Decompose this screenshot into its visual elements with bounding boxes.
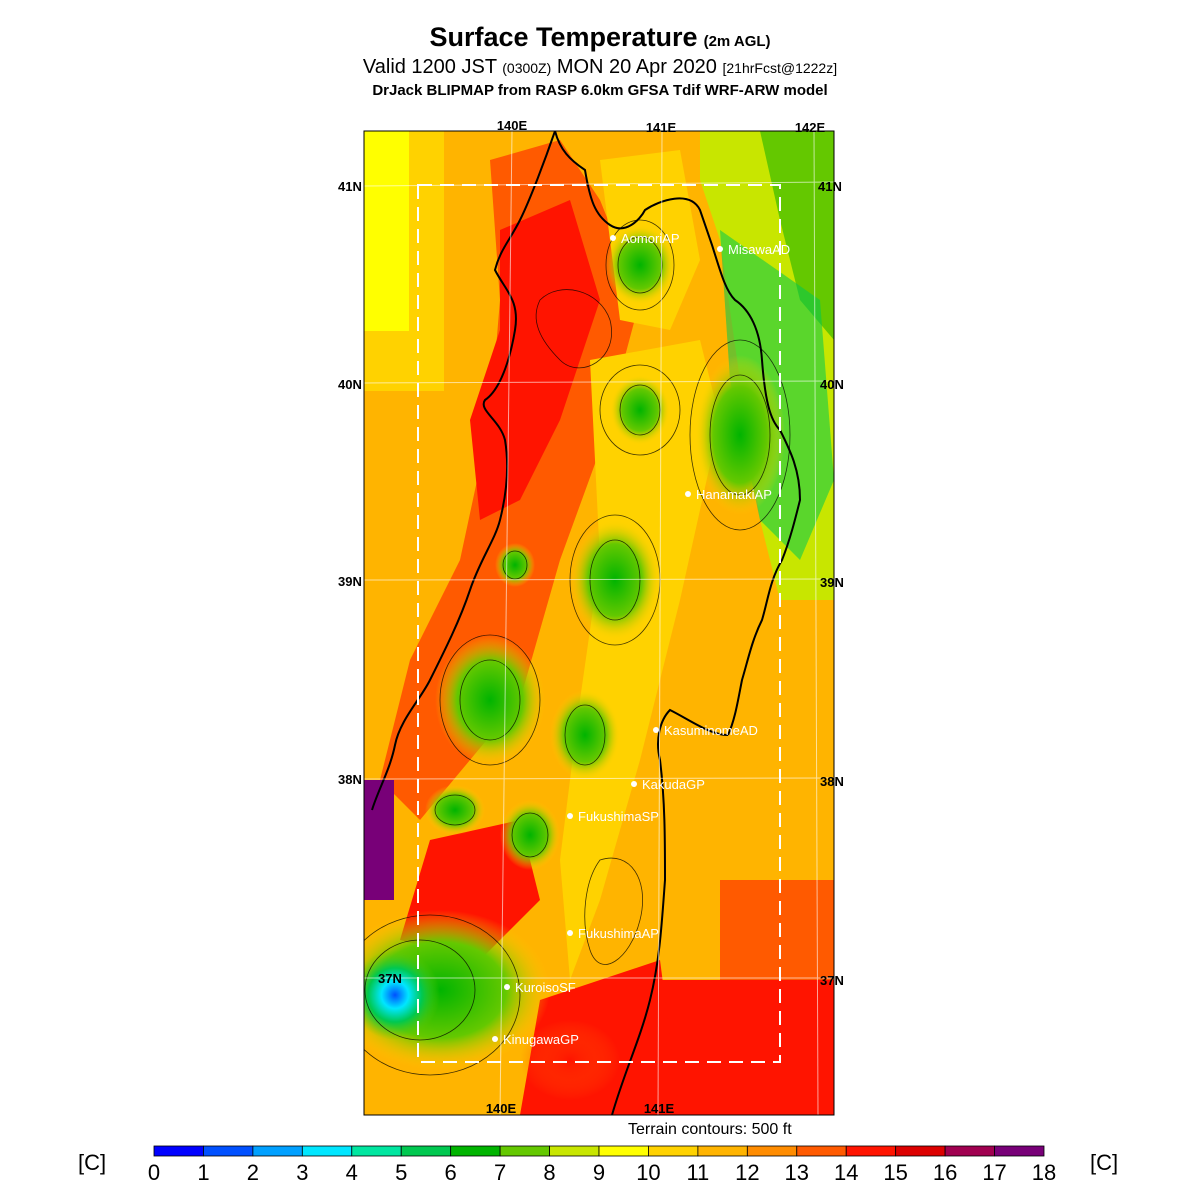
- colorbar-tick-label: 14: [834, 1160, 858, 1185]
- title-suffix: (2m AGL): [703, 33, 771, 50]
- terrain-note: Terrain contours: 500 ft: [628, 1121, 792, 1138]
- lat-label-41-left: 41N: [338, 179, 362, 194]
- colorbar-swatch: [351, 1145, 402, 1157]
- colorbar-tick-label: 10: [636, 1160, 660, 1185]
- colorbar-swatch: [796, 1145, 847, 1157]
- temperature-field: [364, 131, 834, 1115]
- colorbar-unit-right: [C]: [1090, 1150, 1119, 1175]
- colorbar-swatch: [944, 1145, 995, 1157]
- colorbar-tick-label: 9: [593, 1160, 605, 1185]
- colorbar-swatch: [845, 1145, 897, 1157]
- colorbar-tick-label: 11: [686, 1160, 709, 1185]
- colorbar-tick-label: 15: [883, 1160, 907, 1185]
- colorbar-unit-left: [C]: [78, 1150, 107, 1175]
- station-label: KinugawaGP: [503, 1032, 579, 1047]
- colorbar-tick-label: 4: [346, 1160, 358, 1185]
- colorbar: 0 1 2 3 4 5 6 7 8 9 10 11 12 13 14 15 16 17 18: [148, 1145, 1056, 1185]
- chart-title: Surface Temperature (2m AGL): [0, 22, 1200, 53]
- colorbar-swatch: [252, 1145, 303, 1157]
- colorbar-swatch: [648, 1145, 699, 1157]
- colorbar-tick-label: 7: [494, 1160, 506, 1185]
- colorbar-tick-label: 12: [735, 1160, 759, 1185]
- forecast-info: [21hrFcst@1222z]: [722, 60, 838, 76]
- map-frame: [363, 130, 835, 1116]
- valid-prefix: Valid 1200 JST: [362, 56, 497, 78]
- colorbar-swatch: [301, 1145, 353, 1157]
- lon-label-141-bottom: 141E: [644, 1101, 675, 1116]
- lat-label-40-right: 40N: [820, 377, 844, 392]
- station-kakuda: KakudaGP: [631, 777, 705, 792]
- lat-label-39-right: 39N: [820, 575, 844, 590]
- valid-time: Valid 1200 JST (0300Z) MON 20 Apr 2020 […: [0, 56, 1200, 79]
- colorbar-swatch: [697, 1145, 748, 1157]
- colorbar-tick-label: 5: [395, 1160, 407, 1185]
- station-hanamaki: HanamakiAP: [685, 487, 772, 502]
- station-label: KakudaGP: [642, 777, 705, 792]
- colorbar-tick-label: 13: [785, 1160, 809, 1185]
- lat-label-37-right: 37N: [820, 973, 844, 988]
- colorbar-swatch: [994, 1145, 1045, 1157]
- station-fukushima-ap: FukushimaAP: [567, 926, 659, 941]
- station-fukushima-sp: FukushimaSP: [567, 809, 659, 824]
- title-main: Surface Temperature: [429, 22, 698, 52]
- colorbar-tick-label: 8: [543, 1160, 555, 1185]
- colorbar-tick-label: 2: [247, 1160, 259, 1185]
- lat-label-39-left: 39N: [338, 574, 362, 589]
- colorbar-swatch: [549, 1145, 600, 1157]
- colorbar-tick-label: 3: [296, 1160, 308, 1185]
- lon-label-140-top: 140E: [497, 118, 528, 133]
- station-misawa: MisawaAD: [717, 242, 790, 257]
- valid-date: MON 20 Apr 2020: [556, 56, 717, 78]
- colorbar-swatch: [598, 1145, 649, 1157]
- colorbar-tick-label: 16: [933, 1160, 957, 1185]
- colorbar-tick-label: 0: [148, 1160, 160, 1185]
- colorbar-swatch: [450, 1145, 501, 1157]
- lon-label-142-top: 142E: [795, 120, 826, 135]
- colorbar-tick-label: 18: [1032, 1160, 1056, 1185]
- station-kuroiso: KuroisoSF: [504, 980, 576, 995]
- colorbar-tick-label: 17: [982, 1160, 1006, 1185]
- lat-label-38-right: 38N: [820, 774, 844, 789]
- colorbar-swatch: [499, 1145, 550, 1157]
- valid-zulu: (0300Z): [502, 60, 552, 76]
- colorbar-swatch: [153, 1145, 204, 1157]
- model-info: DrJack BLIPMAP from RASP 6.0km GFSA Tdif…: [372, 82, 828, 99]
- colorbar-swatch: [400, 1145, 452, 1157]
- lat-label-40-left: 40N: [338, 377, 362, 392]
- colorbar-swatch: [746, 1145, 798, 1157]
- colorbar-tick-label: 1: [197, 1160, 209, 1185]
- station-label: MisawaAD: [728, 242, 790, 257]
- station-label: AomoriAP: [621, 231, 680, 246]
- station-label: FukushimaAP: [578, 926, 659, 941]
- lat-label-38-left: 38N: [338, 772, 362, 787]
- station-kinugawa: KinugawaGP: [492, 1032, 579, 1047]
- station-aomori: AomoriAP: [610, 231, 680, 246]
- colorbar-swatch: [203, 1145, 254, 1157]
- station-label: KasuminomeAD: [664, 723, 758, 738]
- lat-label-37-left: 37N: [378, 971, 402, 986]
- station-kasuminome: KasuminomeAD: [653, 723, 758, 738]
- lat-label-41-right: 41N: [818, 179, 842, 194]
- colorbar-swatch: [895, 1145, 946, 1157]
- station-label: FukushimaSP: [578, 809, 659, 824]
- station-label: HanamakiAP: [696, 487, 772, 502]
- colorbar-tick-label: 6: [445, 1160, 457, 1185]
- lon-label-141-top: 141E: [646, 120, 677, 135]
- station-label: KuroisoSF: [515, 980, 576, 995]
- lon-label-140-bottom: 140E: [486, 1101, 517, 1116]
